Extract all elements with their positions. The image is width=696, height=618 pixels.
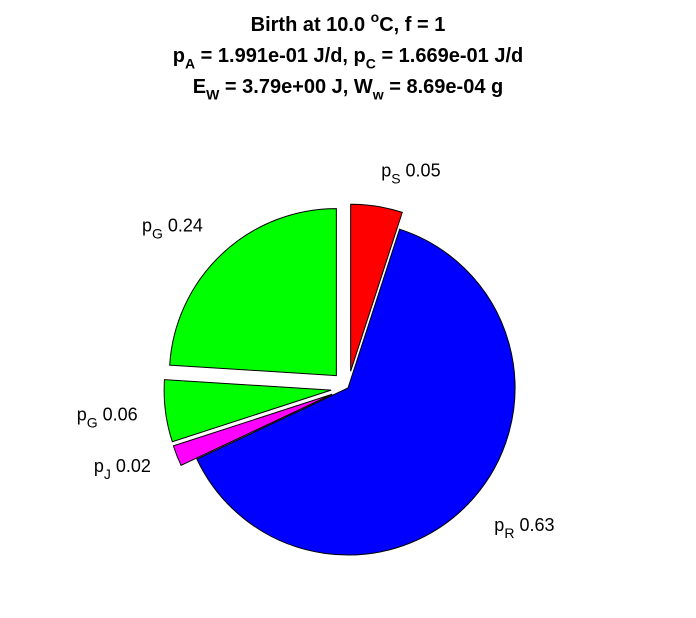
pie-slice-pg-3 — [163, 379, 332, 443]
pie-slice-pr-1 — [196, 228, 516, 556]
chart-title: Birth at 10.0 oC, f = 1 pA = 1.991e-01 J… — [0, 10, 696, 103]
pie-slice-pj-2 — [172, 393, 333, 467]
title-line-1: Birth at 10.0 oC, f = 1 — [250, 8, 446, 36]
pie-label-pg-3: pG 0.06 — [77, 405, 138, 431]
title-line-2: pA = 1.991e-01 J/d, pC = 1.669e-01 J/d — [172, 45, 524, 72]
pie-label-ps-0: pS 0.05 — [381, 161, 440, 187]
pie-label-pj-2: pJ 0.02 — [94, 456, 151, 482]
pie-label-pg-4: pG 0.24 — [142, 216, 203, 242]
pie-slice-pg-4 — [169, 208, 337, 377]
pie-label-pr-1: pR 0.63 — [494, 515, 554, 541]
pie-slice-ps-0 — [350, 203, 403, 372]
title-line-3: EW = 3.79e+00 J, Ww = 8.69e-04 g — [192, 76, 504, 103]
